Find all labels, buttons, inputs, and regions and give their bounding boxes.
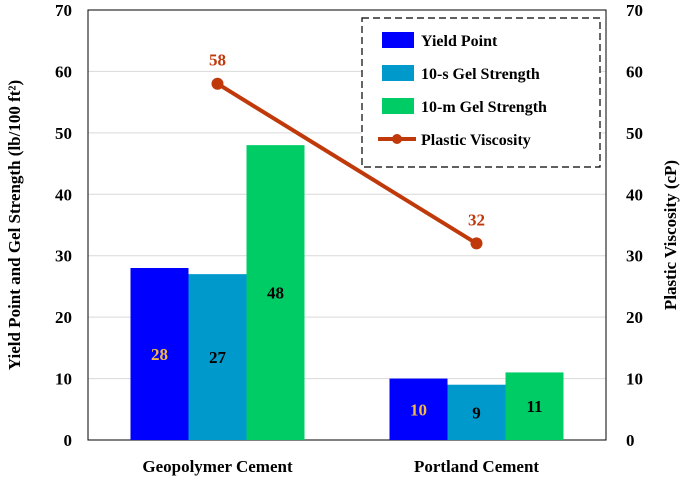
plot-area-border (87, 9, 607, 441)
bars (130, 145, 564, 440)
bar (447, 384, 506, 440)
y-tick-label-left: 30 (55, 247, 72, 266)
legend-swatch (382, 65, 414, 81)
y-tick-label-left: 20 (55, 308, 72, 327)
line-marker (211, 77, 224, 90)
y-tick-label-right: 60 (626, 62, 643, 81)
bar-labels: 28 27 48 10 9 11 (151, 284, 543, 423)
y-tick-label-right: 30 (626, 247, 643, 266)
line-marker (470, 237, 483, 250)
y-tick-label-left: 70 (55, 1, 72, 20)
line-path (216, 82, 478, 246)
bar-data-label: 9 (472, 403, 481, 422)
legend-label: Yield Point (421, 33, 498, 50)
y-tick-label-left: 50 (55, 124, 72, 143)
y-tick-label-right: 0 (626, 431, 635, 450)
legend: Yield Point 10-s Gel Strength 10-m Gel Str… (361, 17, 601, 168)
category-label: Portland Cement (414, 457, 539, 476)
legend-label: 10-s Gel Strength (421, 66, 540, 83)
bar-data-label: 27 (209, 348, 227, 367)
legend-label: Plastic Viscosity (421, 132, 531, 149)
category-label: Geopolymer Cement (142, 457, 293, 476)
bar (188, 274, 247, 440)
line-data-label: 32 (468, 210, 485, 229)
legend-line-marker (392, 134, 402, 144)
bar (246, 145, 305, 440)
y-tick-label-right: 50 (626, 124, 643, 143)
bar-data-label: 10 (410, 400, 427, 419)
bar (505, 372, 564, 440)
y-tick-label-right: 20 (626, 308, 643, 327)
legend-swatch (382, 32, 414, 48)
plastic-viscosity-line: 58 32 (209, 51, 485, 250)
y-tick-label-left: 60 (55, 62, 72, 81)
y-tick-label-left: 10 (55, 370, 72, 389)
y-tick-label-right: 10 (626, 370, 643, 389)
y-axis-title-right: Plastic Viscosity (cP) (661, 160, 680, 310)
bar-data-label: 28 (151, 345, 168, 364)
bar-data-label: 48 (267, 284, 284, 303)
y-tick-label-right: 70 (626, 1, 643, 20)
y-tick-label-left: 0 (64, 431, 73, 450)
line-data-label: 58 (209, 51, 226, 70)
bar (130, 268, 189, 440)
legend-label: 10-m Gel Strength (421, 99, 547, 116)
left-axis-ticks: 0 10 20 30 40 50 60 70 (55, 1, 72, 450)
category-labels: Geopolymer Cement Portland Cement (142, 457, 539, 476)
bar-data-label: 11 (526, 397, 542, 416)
legend-swatch (382, 98, 414, 114)
right-axis-ticks: 0 10 20 30 40 50 60 70 (626, 1, 643, 450)
y-axis-title-left: Yield Point and Gel Strength (lb/100 ft²… (5, 80, 24, 370)
y-tick-label-left: 40 (55, 185, 72, 204)
bar (389, 378, 448, 440)
y-tick-label-right: 40 (626, 185, 643, 204)
